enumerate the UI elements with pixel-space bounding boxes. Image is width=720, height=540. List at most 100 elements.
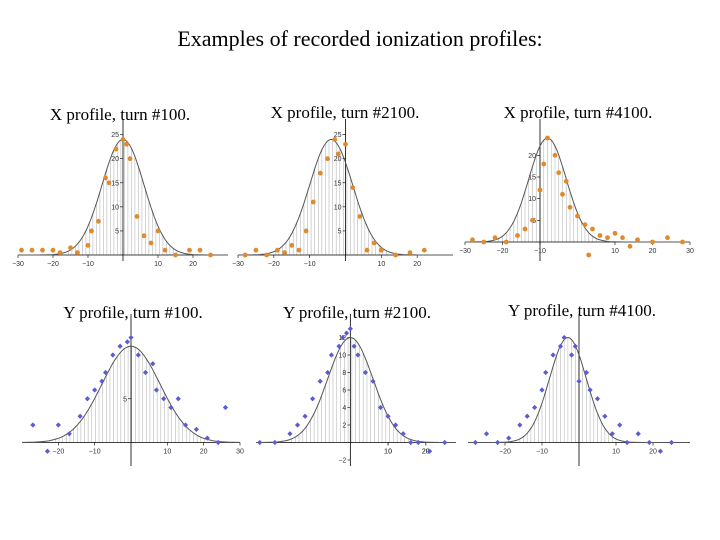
data-point	[310, 199, 316, 205]
data-point	[182, 422, 189, 428]
data-point	[524, 413, 530, 419]
data-point	[347, 326, 353, 332]
data-point	[193, 426, 199, 432]
data-point	[522, 226, 528, 232]
data-point	[141, 233, 147, 239]
data-point	[142, 369, 149, 376]
data-point	[175, 396, 181, 402]
chart-title: Y profile, turn #4100.	[508, 301, 656, 320]
y-tick-label: 8	[342, 370, 346, 377]
data-point	[57, 250, 63, 255]
data-point	[208, 252, 213, 258]
data-point	[40, 247, 45, 253]
x-tick-label: 10	[611, 248, 619, 255]
data-point	[470, 237, 475, 243]
data-point	[560, 191, 565, 197]
data-point	[563, 178, 569, 184]
data-point	[264, 252, 270, 258]
x-tick-label: 10	[154, 261, 162, 268]
profile-chart-1: X profile, turn #100. −30 −20 −10 10 20 5 10 15 2…	[12, 105, 228, 268]
data-point	[362, 369, 369, 376]
data-point	[575, 213, 580, 219]
data-point	[343, 141, 348, 147]
data-point	[650, 239, 655, 245]
data-point	[393, 252, 399, 258]
data-point	[197, 247, 203, 253]
y-tick-label: 6	[342, 388, 346, 395]
data-point	[597, 233, 603, 238]
data-point	[44, 448, 51, 454]
data-point	[89, 228, 94, 234]
data-point	[120, 137, 126, 142]
x-tick-label: −10	[89, 449, 101, 456]
y-tick-label: 15	[528, 175, 536, 182]
data-point	[668, 439, 675, 446]
x-tick-label: 10	[384, 449, 392, 456]
data-point	[481, 239, 487, 245]
data-point	[472, 439, 478, 446]
chart-title: X profile, turn #100.	[50, 105, 190, 124]
profile-chart-6: Y profile, turn #4100. −20 −10 10 20	[468, 301, 690, 466]
data-point	[357, 214, 363, 219]
data-point	[343, 330, 350, 336]
data-point	[426, 448, 433, 454]
y-tick-label: −2	[338, 458, 346, 465]
x-tick-label: −20	[52, 449, 64, 456]
data-point	[582, 222, 588, 228]
data-point	[627, 243, 633, 249]
data-point	[335, 151, 341, 157]
data-point	[572, 343, 578, 349]
data-point	[590, 226, 595, 232]
data-point	[102, 369, 109, 376]
data-point	[586, 252, 592, 258]
data-point	[150, 361, 156, 367]
data-point	[550, 352, 556, 358]
data-point	[110, 352, 116, 358]
data-point	[302, 413, 308, 419]
data-point	[561, 334, 567, 341]
y-tick-label: 10	[339, 353, 347, 360]
slide-title: Examples of recorded ionization profiles…	[177, 26, 543, 51]
data-point	[635, 237, 640, 243]
data-point	[407, 250, 413, 255]
data-point	[378, 247, 384, 253]
data-point	[106, 180, 112, 186]
data-point	[161, 396, 167, 402]
x-tick-label: −30	[459, 248, 471, 255]
data-point	[665, 235, 670, 241]
data-point	[275, 247, 280, 253]
data-point	[495, 439, 501, 446]
chart-title: Y profile, turn #2100.	[283, 303, 431, 322]
gaussian-fit-curve	[468, 336, 690, 443]
data-point	[282, 250, 287, 255]
y-tick-label: 20	[528, 153, 536, 160]
x-tick-label: 20	[200, 449, 208, 456]
chart-title: X profile, turn #4100.	[504, 103, 653, 122]
data-point	[515, 233, 520, 238]
data-point	[350, 185, 356, 190]
data-point	[624, 439, 630, 446]
x-tick-label: −20	[499, 449, 511, 456]
data-point	[124, 339, 130, 345]
data-point	[415, 439, 421, 446]
data-point	[483, 431, 490, 437]
data-point	[287, 431, 293, 437]
data-point	[153, 387, 160, 393]
data-point	[296, 247, 302, 253]
data-point	[657, 448, 663, 454]
data-point	[173, 252, 178, 258]
data-point	[442, 439, 448, 446]
data-point	[539, 387, 545, 393]
x-tick-label: 20	[189, 261, 197, 268]
data-point	[127, 156, 133, 162]
data-point	[84, 396, 90, 402]
profile-chart-4: Y profile, turn #100. −20 −10 10 20 30 5	[22, 303, 244, 466]
data-point	[400, 431, 406, 437]
data-point	[135, 352, 141, 358]
data-point	[556, 170, 562, 176]
data-point	[587, 387, 593, 393]
data-point	[609, 431, 615, 437]
data-point	[92, 387, 98, 393]
